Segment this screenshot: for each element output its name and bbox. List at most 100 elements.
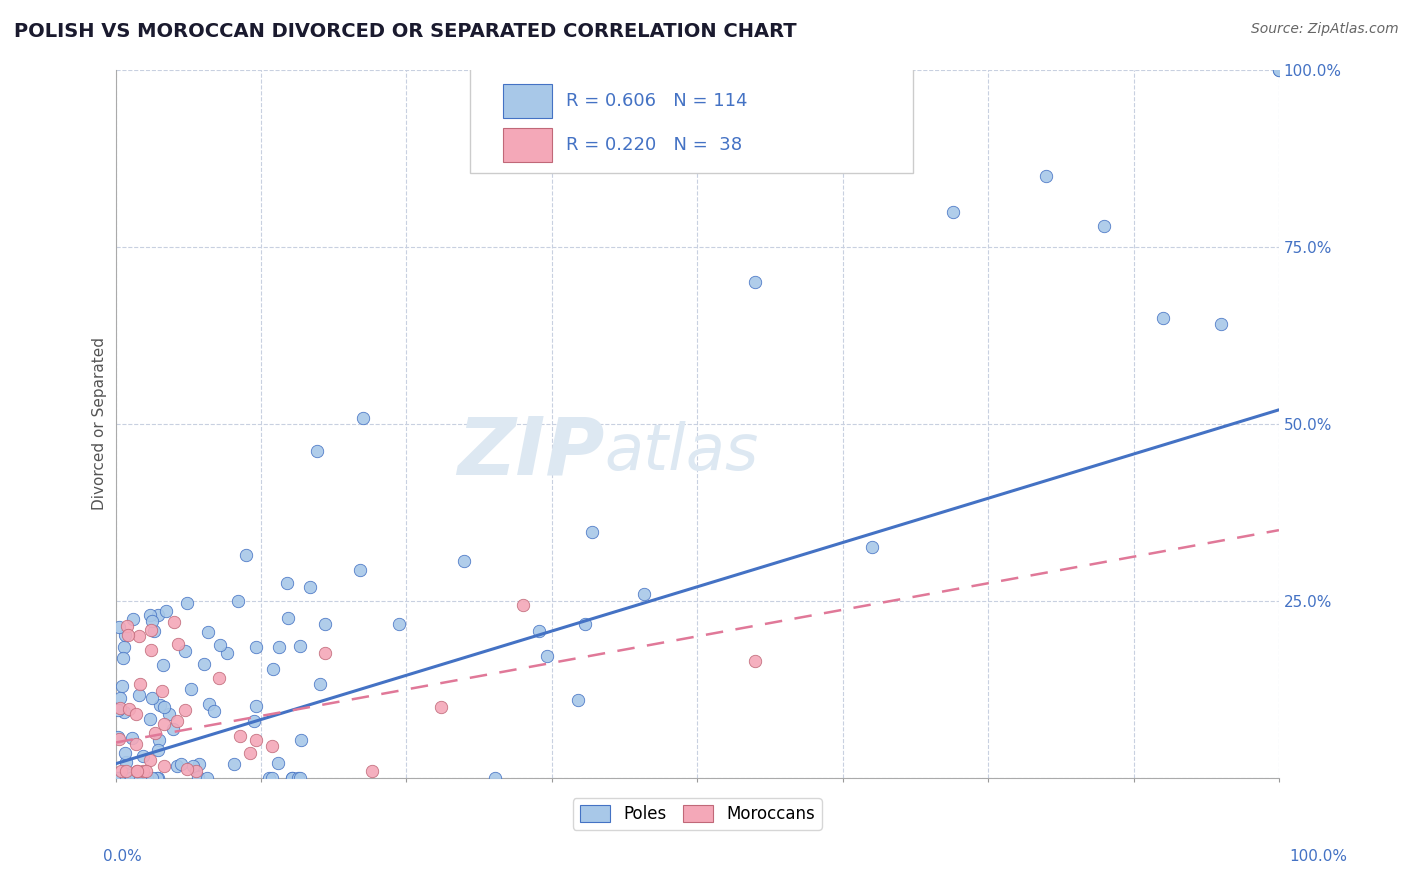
Text: 0.0%: 0.0%: [103, 849, 142, 864]
Point: [149, 698, 172, 713]
Point: [202, 705, 225, 719]
Point: [276, 575, 298, 590]
Point: [197, 624, 219, 639]
Point: [226, 594, 249, 608]
Point: [114, 764, 136, 778]
Point: [1209, 317, 1232, 331]
Point: [308, 677, 330, 691]
Point: [125, 738, 148, 752]
Point: [567, 692, 589, 706]
Point: [744, 654, 766, 668]
Text: 100.0%: 100.0%: [1289, 849, 1347, 864]
Point: [114, 771, 136, 785]
Point: [152, 658, 174, 673]
Point: [115, 756, 138, 770]
Point: [115, 771, 138, 785]
Point: [290, 771, 312, 785]
FancyBboxPatch shape: [471, 67, 912, 173]
Point: [114, 628, 136, 642]
Point: [453, 554, 475, 568]
Point: [180, 681, 202, 696]
Text: ZIP: ZIP: [457, 413, 605, 491]
Point: [267, 640, 290, 655]
Point: [146, 771, 169, 785]
Point: [430, 700, 453, 714]
Point: [112, 771, 135, 785]
Point: [141, 771, 163, 785]
Point: [118, 771, 141, 785]
Point: [298, 580, 321, 594]
Point: [360, 764, 382, 778]
Point: [153, 700, 176, 714]
Point: [1094, 219, 1116, 233]
Text: POLISH VS MOROCCAN DIVORCED OR SEPARATED CORRELATION CHART: POLISH VS MOROCCAN DIVORCED OR SEPARATED…: [14, 22, 797, 41]
Point: [512, 599, 534, 613]
Point: [132, 771, 155, 785]
Point: [121, 771, 143, 785]
Point: [280, 771, 302, 785]
Point: [163, 615, 186, 629]
Point: [111, 651, 134, 665]
Point: [209, 638, 232, 652]
Point: [110, 764, 132, 778]
Point: [121, 731, 143, 745]
Point: [129, 771, 152, 785]
Point: [114, 746, 136, 760]
Point: [139, 753, 162, 767]
Point: [114, 771, 136, 785]
Point: [108, 620, 131, 634]
Point: [193, 657, 215, 671]
Point: [150, 684, 173, 698]
Point: [267, 756, 290, 771]
Point: [744, 276, 766, 290]
Point: [139, 643, 162, 657]
Legend: Poles, Moroccans: Poles, Moroccans: [574, 798, 821, 830]
Point: [260, 739, 283, 754]
Point: [139, 712, 162, 726]
Point: [155, 604, 177, 618]
Point: [387, 617, 409, 632]
Point: [115, 619, 138, 633]
Point: [262, 771, 284, 785]
Point: [148, 733, 170, 747]
Point: [162, 722, 184, 736]
Point: [121, 771, 143, 785]
Text: R = 0.606   N = 114: R = 0.606 N = 114: [565, 92, 748, 111]
Point: [139, 608, 162, 623]
Y-axis label: Divorced or Separated: Divorced or Separated: [93, 337, 107, 510]
Point: [1035, 169, 1057, 184]
Point: [132, 764, 155, 778]
Point: [107, 731, 129, 746]
Point: [195, 771, 218, 785]
Point: [105, 771, 128, 785]
Point: [174, 644, 197, 658]
Point: [157, 706, 180, 721]
Point: [176, 596, 198, 610]
Point: [122, 612, 145, 626]
Point: [235, 548, 257, 562]
Point: [187, 756, 209, 771]
Point: [125, 764, 148, 778]
Text: atlas: atlas: [605, 421, 758, 483]
Point: [277, 611, 299, 625]
Point: [120, 768, 142, 782]
Point: [117, 702, 139, 716]
Point: [352, 410, 374, 425]
Point: [187, 770, 209, 784]
Point: [173, 703, 195, 717]
Point: [120, 771, 142, 785]
Point: [208, 671, 231, 685]
Point: [122, 771, 145, 785]
Point: [1268, 63, 1291, 78]
Point: [167, 636, 190, 650]
Point: [146, 771, 169, 785]
Point: [290, 732, 312, 747]
Point: [224, 756, 246, 771]
Point: [259, 771, 281, 785]
Point: [107, 703, 129, 717]
Point: [127, 764, 149, 778]
Point: [536, 649, 558, 664]
FancyBboxPatch shape: [503, 128, 553, 162]
Point: [942, 204, 965, 219]
Point: [860, 541, 883, 555]
